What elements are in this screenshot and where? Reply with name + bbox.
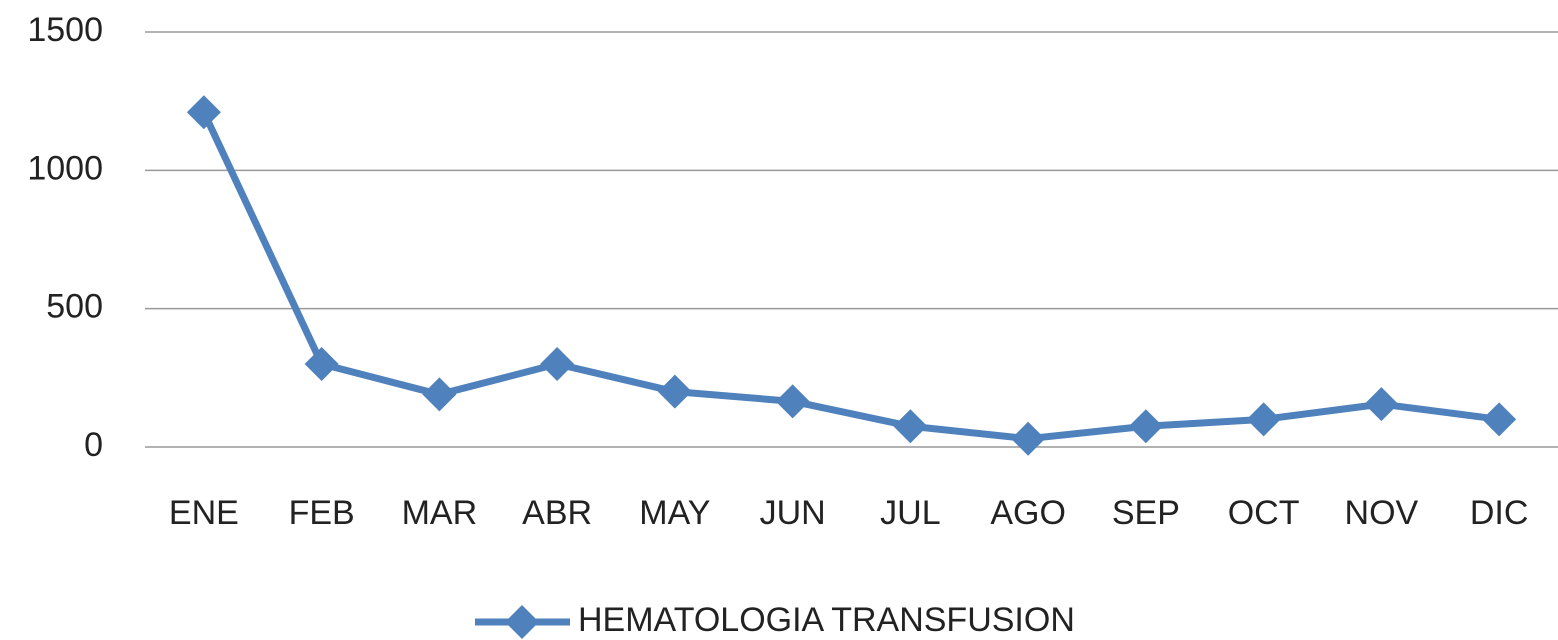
marker <box>775 384 810 419</box>
series-line <box>200 110 1500 443</box>
y-tick-label: 0 <box>84 426 103 464</box>
marker <box>422 377 457 412</box>
y-tick-label: 1500 <box>27 11 103 49</box>
y-tick-label: 1000 <box>27 149 103 187</box>
x-tick-label: MAR <box>402 494 478 532</box>
x-tick-label: JUL <box>880 494 940 532</box>
x-tick-label: AGO <box>990 494 1066 532</box>
marker <box>657 374 692 409</box>
y-tick-label: 500 <box>46 288 103 326</box>
marker <box>1246 402 1281 437</box>
x-tick-label: ABR <box>522 494 592 532</box>
x-tick-label: MAY <box>639 494 710 532</box>
marker <box>1128 409 1163 444</box>
marker <box>1011 421 1046 456</box>
x-tick-label: JUN <box>760 494 826 532</box>
x-tick-label: ENE <box>169 494 239 532</box>
marker <box>186 95 221 130</box>
marker <box>893 409 928 444</box>
marker <box>1482 402 1517 437</box>
marker <box>540 347 575 381</box>
legend-label: HEMATOLOGIA TRANSFUSION <box>578 601 1075 639</box>
x-tick-label: SEP <box>1112 494 1180 532</box>
x-tick-label: OCT <box>1228 494 1300 532</box>
x-tick-label: FEB <box>289 494 355 532</box>
marker <box>1364 387 1399 422</box>
marker <box>304 347 339 381</box>
legend-marker <box>505 605 539 639</box>
x-tick-label: DIC <box>1470 494 1529 532</box>
x-tick-label: NOV <box>1345 494 1419 532</box>
